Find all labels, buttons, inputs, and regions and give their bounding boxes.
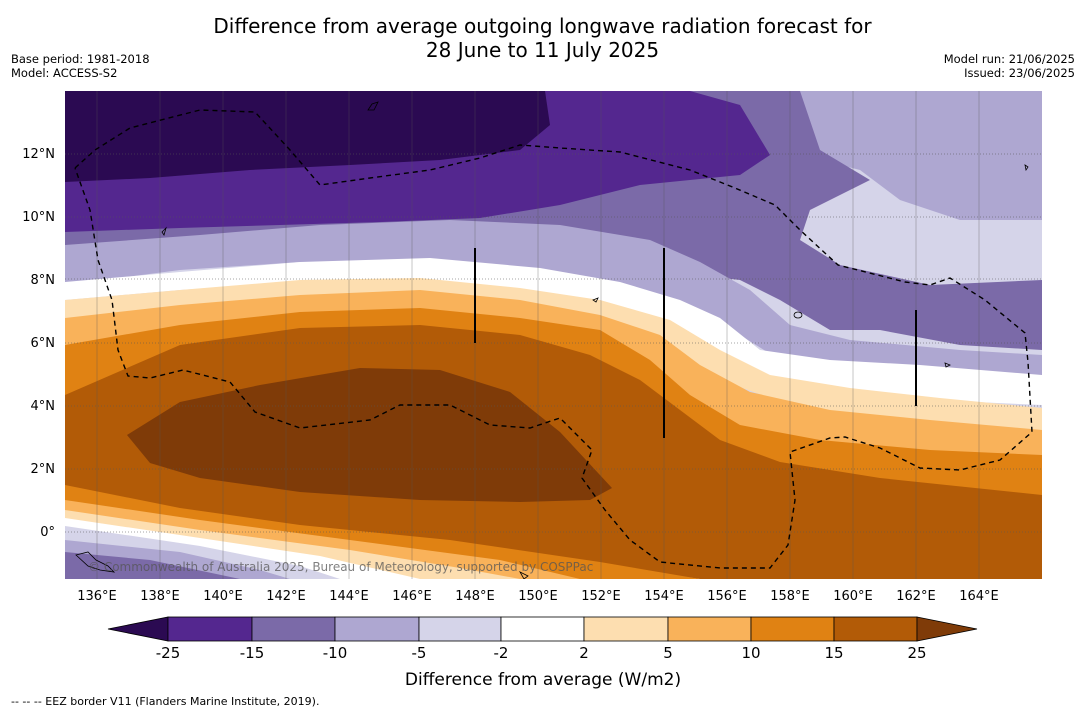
colorbar-segment-5 (500, 616, 585, 642)
colorbar (107, 616, 978, 642)
chart-title: Difference from average outgoing longwav… (0, 14, 1085, 62)
lat-label-12n: 12°N (22, 147, 55, 162)
lat-label-2n: 2°N (31, 462, 56, 477)
lon-label-156e: 156°E (707, 589, 747, 604)
lon-label-144e: 144°E (329, 589, 369, 604)
lat-label-6n: 6°N (31, 336, 56, 351)
eez-footnote: -- -- -- EEZ border V11 (Flanders Marine… (11, 695, 320, 708)
colorbar-segment-4 (418, 616, 502, 642)
anomaly-contour-field (65, 91, 1042, 579)
lat-label-4n: 4°N (31, 399, 56, 414)
cb-tick-m2: -2 (494, 644, 509, 662)
colorbar-segment-3 (334, 616, 420, 642)
field-band-brown (127, 368, 612, 502)
meridians (96, 91, 980, 579)
cb-tick-2: 2 (579, 644, 589, 662)
cb-tick-25: 25 (907, 644, 926, 662)
lon-label-154e: 154°E (644, 589, 684, 604)
cb-tick-m10: -10 (323, 644, 348, 662)
lon-label-152e: 152°E (581, 589, 621, 604)
longitude-labels: 136°E 138°E 140°E 142°E 144°E 146°E 148°… (77, 589, 999, 604)
cb-tick-5: 5 (663, 644, 673, 662)
base-period: Base period: 1981-2018 (11, 52, 150, 66)
cb-tick-15: 15 (824, 644, 843, 662)
vertical-marker-lines (474, 248, 917, 438)
model-run: Model run: 21/06/2025 (943, 52, 1075, 66)
cb-tick-10: 10 (741, 644, 760, 662)
colorbar-extend-high (916, 616, 978, 642)
cb-tick-m5: -5 (412, 644, 427, 662)
colorbar-segment-1 (167, 616, 253, 642)
lon-label-160e: 160°E (833, 589, 873, 604)
colorbar-extend-low (107, 616, 169, 642)
lon-label-150e: 150°E (518, 589, 558, 604)
field-band-south-purple (65, 552, 240, 579)
cb-tick-m25: -25 (156, 644, 181, 662)
field-band-lavender (65, 220, 1042, 380)
colorbar-title: Difference from average (W/m2) (405, 670, 681, 690)
lon-label-158e: 158°E (770, 589, 810, 604)
field-band-light-orange (65, 290, 1042, 458)
title-line-1: Difference from average outgoing longwav… (213, 14, 872, 38)
lon-label-164e: 164°E (959, 589, 999, 604)
eez-border (74, 109, 1033, 569)
meta-left: Base period: 1981-2018 Model: ACCESS-S2 (11, 52, 150, 80)
colorbar-tick-labels: -25 -15 -10 -5 -2 2 5 10 15 25 (156, 644, 927, 662)
lat-label-8n: 8°N (31, 273, 56, 288)
copyright-notice: © Commonwealth of Australia 2025, Bureau… (88, 560, 593, 574)
lon-label-136e: 136°E (77, 589, 117, 604)
lat-label-0: 0° (40, 525, 55, 540)
islands (75, 101, 1029, 579)
colorbar-segment-6 (583, 616, 669, 642)
lon-label-138e: 138°E (140, 589, 180, 604)
field-band-white (65, 258, 1042, 405)
lon-label-140e: 140°E (203, 589, 243, 604)
colorbar-segment-7 (667, 616, 752, 642)
model-name: Model: ACCESS-S2 (11, 66, 118, 80)
title-line-2: 28 June to 11 July 2025 (425, 38, 660, 62)
field-band-ne-light (740, 91, 1042, 220)
field-band-peach (65, 278, 1042, 432)
lon-label-148e: 148°E (455, 589, 495, 604)
lon-label-142e: 142°E (266, 589, 306, 604)
lon-label-146e: 146°E (392, 589, 432, 604)
lon-label-162e: 162°E (896, 589, 936, 604)
graticule (65, 153, 1042, 533)
meta-right: Model run: 21/06/2025 Issued: 23/06/2025 (944, 52, 1075, 80)
issued-date: Issued: 23/06/2025 (964, 66, 1075, 80)
cb-tick-m15: -15 (240, 644, 265, 662)
latitude-labels: 12°N 10°N 8°N 6°N 4°N 2°N 0° (22, 147, 55, 540)
colorbar-segment-8 (750, 616, 835, 642)
lat-label-10n: 10°N (22, 210, 55, 225)
colorbar-segment-2 (251, 616, 336, 642)
colorbar-segment-9 (833, 616, 918, 642)
